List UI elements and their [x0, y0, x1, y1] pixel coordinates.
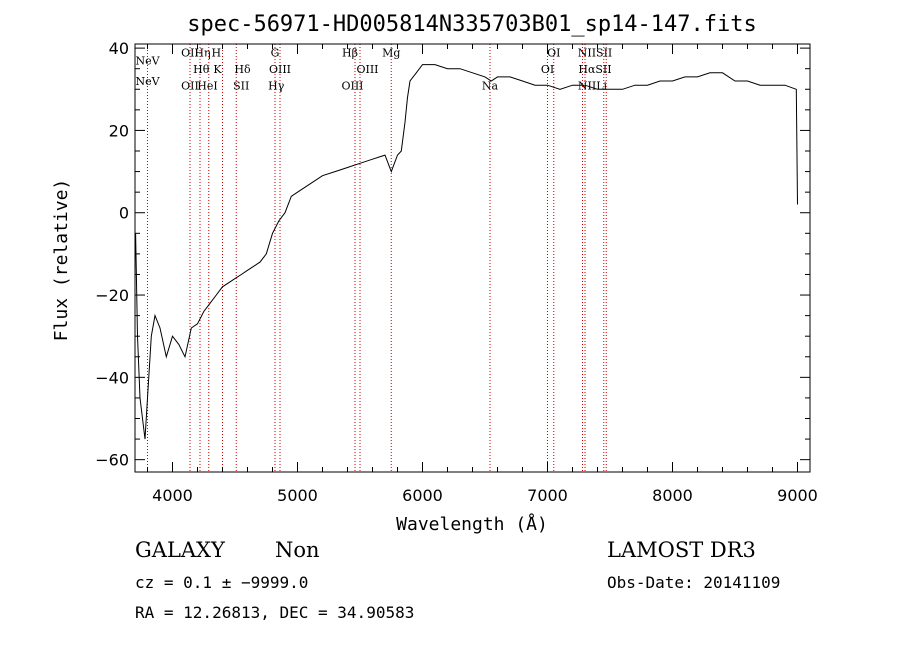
- marker-label-16: OIII: [356, 63, 378, 76]
- x-tick-label-1: 5000: [277, 486, 318, 505]
- marker-label-19: OI: [547, 46, 560, 59]
- spectrum-series: [135, 64, 798, 440]
- x-tick-label-2: 6000: [402, 486, 443, 505]
- marker-label-12: OIII: [269, 63, 291, 76]
- x-axis-label: Wavelength (Å): [396, 513, 548, 535]
- marker-label-15: Mg: [382, 46, 400, 59]
- marker-label-14: Hβ: [342, 46, 358, 59]
- spectrum-line-0: [135, 64, 798, 440]
- y-tick-label-3: 0: [119, 204, 129, 223]
- y-tick-label-0: −60: [95, 451, 129, 470]
- marker-label-1: NeV: [135, 75, 160, 88]
- x-axis: 4000 5000 6000 7000 8000 9000: [147, 44, 818, 505]
- redshift-line: cz = 0.1 ± −9999.0: [135, 573, 309, 592]
- marker-label-0: NeV: [135, 55, 160, 68]
- marker-label-4: H: [211, 46, 221, 59]
- marker-label-10: SII: [233, 79, 249, 92]
- marker-label-22: HαSII: [578, 63, 611, 76]
- survey-name: LAMOST DR3: [607, 538, 756, 562]
- y-tick-label-5: 40: [109, 39, 129, 58]
- marker-label-5: Hθ: [193, 63, 210, 76]
- object-subclass: Non: [275, 538, 320, 562]
- marker-label-20: OI: [541, 63, 554, 76]
- coordinates: RA = 12.26813, DEC = 34.90583: [135, 603, 415, 622]
- marker-label-2: OII: [181, 46, 199, 59]
- marker-label-21: NIISII: [578, 46, 613, 59]
- marker-label-17: OIII: [341, 79, 363, 92]
- marker-label-6: K: [213, 63, 222, 76]
- emission-line-markers: [147, 44, 607, 472]
- x-tick-label-5: 9000: [777, 486, 818, 505]
- marker-label-18: Na: [482, 79, 499, 92]
- y-axis-label: Flux (relative): [51, 179, 72, 342]
- observation-date: Obs-Date: 20141109: [607, 573, 781, 592]
- chart-title: spec-56971-HD005814N335703B01_sp14-147.f…: [187, 12, 757, 37]
- marker-label-23: NIILi: [578, 79, 608, 92]
- x-tick-label-0: 4000: [152, 486, 193, 505]
- marker-label-7: Hδ: [234, 63, 251, 76]
- y-tick-label-2: −20: [95, 286, 129, 305]
- object-class: GALAXY: [135, 538, 225, 562]
- marker-label-3: Hη: [194, 46, 210, 59]
- marker-label-11: G: [271, 46, 280, 59]
- marker-label-13: Hγ: [268, 79, 285, 92]
- marker-label-9: HeI: [197, 79, 217, 92]
- y-axis: −60 −40 −20 0 20 40: [95, 39, 810, 470]
- x-tick-label-4: 8000: [652, 486, 693, 505]
- y-tick-label-1: −40: [95, 368, 129, 387]
- y-tick-label-4: 20: [109, 121, 129, 140]
- marker-label-8: OII: [181, 79, 199, 92]
- x-tick-label-3: 7000: [527, 486, 568, 505]
